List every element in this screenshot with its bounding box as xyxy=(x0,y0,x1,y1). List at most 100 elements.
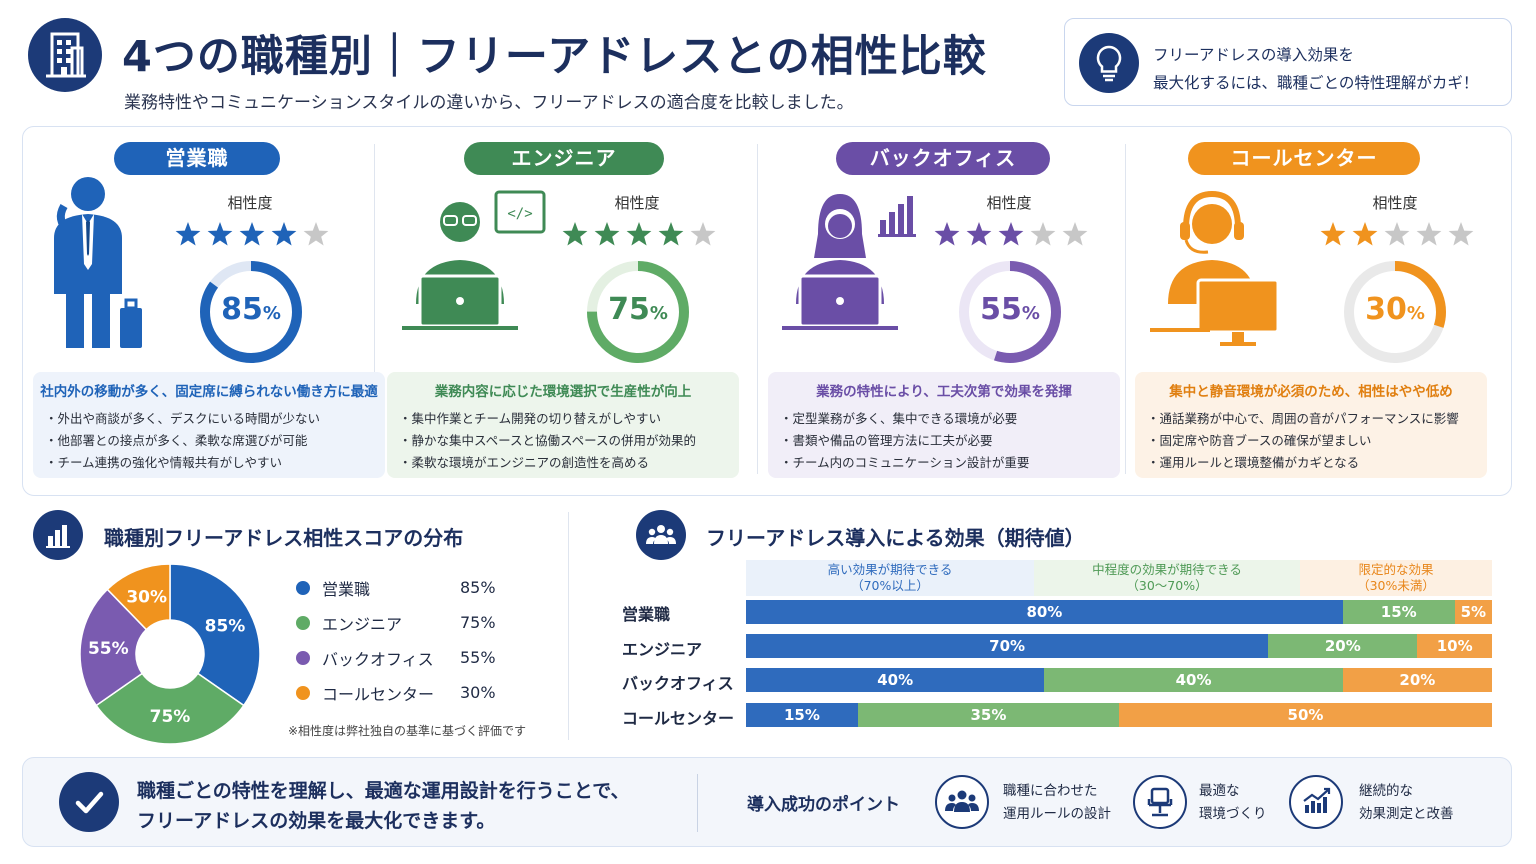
legend-value: 30% xyxy=(460,683,496,702)
job-point: ・静かな集中スペースと協働スペースの併用が効果的 xyxy=(399,433,697,448)
legend-value: 55% xyxy=(460,648,496,667)
point-line: 運用ルールの設計 xyxy=(1003,806,1111,822)
job-title-engineer: エンジニア xyxy=(464,142,664,175)
star-rating xyxy=(562,222,716,246)
tip-text: フリーアドレスの導入効果を 最大化するには、職種ごとの特性理解がカギ！ xyxy=(1153,41,1478,97)
filled-star-icon xyxy=(1320,222,1346,246)
compat-donut: 55% xyxy=(956,258,1064,366)
legend-value: 75% xyxy=(460,613,496,632)
job-headline: 集中と静音環境が必須のため、相性はやや低め xyxy=(1169,384,1453,400)
job-point: ・運用ルールと環境整備がカギとなる xyxy=(1147,455,1360,470)
summary-line-1: 職種ごとの特性を理解し、最適な運用設計を行うことで、 xyxy=(137,780,630,802)
filled-star-icon xyxy=(594,222,620,246)
compat-percent: 30 xyxy=(1365,292,1407,327)
call-center-operator-icon xyxy=(1146,170,1316,350)
band-range: （30〜70%） xyxy=(1126,578,1208,593)
legend-swatch xyxy=(296,650,310,665)
bar-segment: 15% xyxy=(746,703,858,727)
job-point: ・他部署との接点が多く、柔軟な席選びが可能 xyxy=(45,433,308,448)
bar-row-label: バックオフィス xyxy=(622,674,734,693)
summary-line-2: フリーアドレスの効果を最大化できます。 xyxy=(137,810,496,832)
bar-segment: 40% xyxy=(746,668,1045,692)
evaluation-note: ※相性度は弊社独自の基準に基づく評価です xyxy=(288,724,527,738)
filled-star-icon xyxy=(562,222,588,246)
job-info-box: 業務内容に応じた環境選択で生産性が向上 ・集中作業とチーム開発の切り替えがしやす… xyxy=(387,372,739,478)
filled-star-icon xyxy=(175,222,201,246)
effect-section-title: フリーアドレス導入による効果（期待値） xyxy=(706,526,1085,550)
job-info-box: 社内外の移動が多く、固定席に縛られない働き方に最適 ・外出や商談が多く、デスクに… xyxy=(33,372,385,478)
stacked-bar: 40% 40% 20% xyxy=(746,668,1492,692)
compat-label: 相性度 xyxy=(614,194,660,212)
people-icon xyxy=(935,775,989,829)
job-point: ・チーム連携の強化や情報共有がしやすい xyxy=(45,455,283,470)
legend-swatch xyxy=(296,580,310,595)
job-point: ・柔軟な環境がエンジニアの創造性を高める xyxy=(399,455,650,470)
band-label: 中程度の効果が期待できる xyxy=(1092,562,1242,577)
lightbulb-icon xyxy=(1079,33,1139,93)
bar-row-label: エンジニア xyxy=(622,640,703,659)
band-header-limited: 限定的な効果 （30%未満） xyxy=(1300,560,1492,596)
bar-segment: 20% xyxy=(1268,634,1418,658)
star-rating xyxy=(1320,222,1474,246)
compat-percent: 75 xyxy=(608,292,650,327)
job-title-backoffice: バックオフィス xyxy=(836,142,1050,175)
point-line: 継続的な xyxy=(1359,783,1413,799)
donut-arc xyxy=(1344,261,1446,363)
column-divider xyxy=(1125,144,1126,474)
svg-text:</>: </> xyxy=(507,206,532,222)
tip-line-2: 最大化するには、職種ごとの特性理解がカギ！ xyxy=(1153,74,1479,92)
band-header-high: 高い効果が期待できる （70%以上） xyxy=(746,560,1034,596)
pie-slice-label: 30% xyxy=(126,588,167,608)
empty-star-icon xyxy=(1384,222,1410,246)
point-line: 環境づくり xyxy=(1199,806,1267,822)
pie-slice-label: 55% xyxy=(88,639,129,659)
bar-row-label: 営業職 xyxy=(622,605,671,624)
filled-star-icon xyxy=(966,222,992,246)
job-info-box: 集中と静音環境が必須のため、相性はやや低め ・通話業務が中心で、周囲の音がパフォ… xyxy=(1135,372,1487,478)
summary-banner: 職種ごとの特性を理解し、最適な運用設計を行うことで、 フリーアドレスの効果を最大… xyxy=(22,757,1512,847)
engineer-icon: </> xyxy=(398,170,568,350)
compat-percent: 85 xyxy=(221,292,263,327)
tip-box: フリーアドレスの導入効果を 最大化するには、職種ごとの特性理解がカギ！ xyxy=(1064,18,1512,106)
filled-star-icon xyxy=(658,222,684,246)
success-point: 継続的な 効果測定と改善 xyxy=(1359,780,1454,826)
job-point: ・固定席や防音ブースの確保が望ましい xyxy=(1147,433,1372,448)
job-headline: 業務の特性により、工夫次第で効果を発揮 xyxy=(816,384,1072,400)
compat-label: 相性度 xyxy=(986,194,1032,212)
backoffice-worker-icon xyxy=(778,170,948,350)
building-logo-icon xyxy=(28,18,102,92)
compat-label: 相性度 xyxy=(1372,194,1418,212)
empty-star-icon xyxy=(303,222,329,246)
compat-donut: 75% xyxy=(584,258,692,366)
bar-segment: 20% xyxy=(1342,668,1492,692)
page-title: 4つの職種別｜フリーアドレスとの相性比較 xyxy=(122,32,987,82)
bar-chart-icon xyxy=(33,510,83,560)
job-point: ・チーム内のコミュニケーション設計が重要 xyxy=(780,455,1030,470)
percent-unit: % xyxy=(262,303,281,324)
percent-unit: % xyxy=(1406,303,1425,324)
legend-swatch xyxy=(296,685,310,700)
stacked-bar: 80% 15% 5% xyxy=(746,600,1492,624)
empty-star-icon xyxy=(690,222,716,246)
bar-segment: 50% xyxy=(1118,703,1492,727)
bar-segment: 5% xyxy=(1454,600,1492,624)
legend-swatch xyxy=(296,615,310,630)
percent-unit: % xyxy=(649,303,668,324)
job-point: ・書類や備品の管理方法に工夫が必要 xyxy=(780,433,993,448)
column-divider xyxy=(757,144,758,474)
filled-star-icon xyxy=(626,222,652,246)
job-info-box: 業務の特性により、工夫次第で効果を発揮 ・定型業務が多く、集中できる環境が必要 … xyxy=(768,372,1120,478)
column-divider xyxy=(374,144,375,474)
empty-star-icon xyxy=(1062,222,1088,246)
pie-slice xyxy=(79,588,148,707)
legend-item: エンジニア 75% xyxy=(296,605,516,640)
percent-unit: % xyxy=(1021,303,1040,324)
legend-value: 85% xyxy=(460,578,496,597)
point-line: 最適な xyxy=(1199,783,1240,799)
success-point: 職種に合わせた 運用ルールの設計 xyxy=(1003,780,1111,826)
pie-slice xyxy=(95,672,245,745)
band-range: （70%以上） xyxy=(851,578,929,593)
salesperson-icon xyxy=(40,170,210,350)
pie-slice-label: 85% xyxy=(205,616,246,636)
bar-segment: 15% xyxy=(1342,600,1455,624)
